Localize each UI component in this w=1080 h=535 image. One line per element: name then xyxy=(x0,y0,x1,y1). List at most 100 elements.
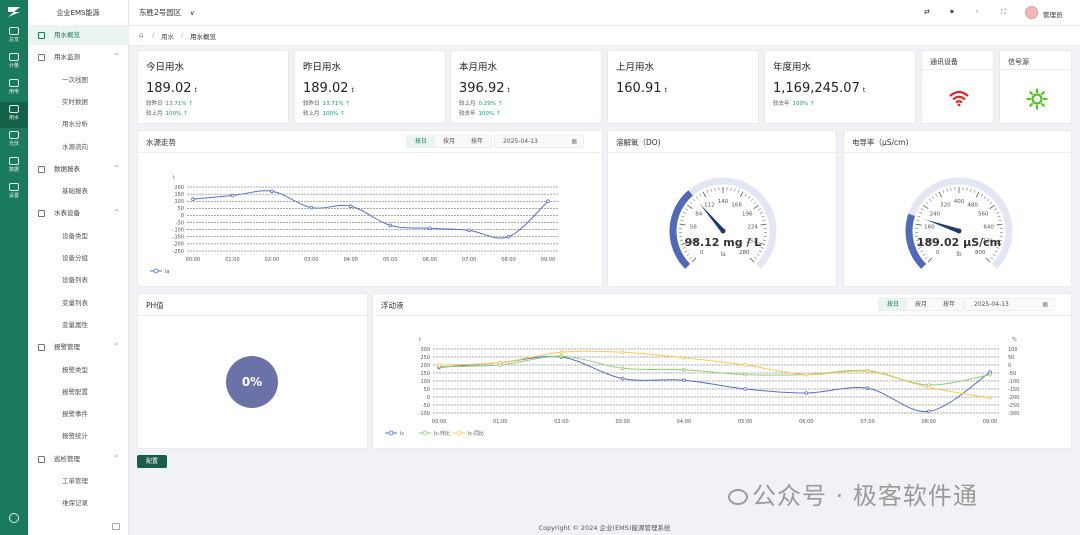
rail-item-2[interactable]: 用电 xyxy=(0,76,28,102)
sidebar-group-0[interactable]: 用水概览 xyxy=(28,25,129,45)
stat-value-row: 189.02 t xyxy=(303,81,354,96)
gauge-tick xyxy=(762,219,766,222)
app-logo[interactable] xyxy=(6,5,22,19)
tab-year[interactable]: 按年 xyxy=(935,299,964,310)
notification-icon[interactable]: ◦ xyxy=(975,8,980,16)
sidebar-group-14[interactable]: 报警管理 ^ xyxy=(28,337,129,357)
gauge-tick xyxy=(756,253,760,256)
theme-icon[interactable]: ✷ xyxy=(949,8,955,16)
water-trend-title: 水源走势 xyxy=(146,138,176,147)
gauge-tick xyxy=(966,187,968,191)
gauge-value: 98.12 mg / L xyxy=(685,236,762,249)
sidebar-item-10[interactable]: 设备分组 xyxy=(28,248,129,268)
compare-label: 较去年 xyxy=(459,111,476,117)
stat-value-row: 189.02 t xyxy=(146,81,197,96)
home-icon[interactable]: ⌂ xyxy=(139,31,144,39)
comm-device-card[interactable]: 通讯设备 xyxy=(921,50,995,124)
legend-label[interactable]: lc-环比 xyxy=(434,430,450,437)
config-button[interactable]: 配置 xyxy=(137,455,167,468)
float-date-picker[interactable]: 2025-04-13 ▦ xyxy=(965,298,1055,311)
sidebar-item-12[interactable]: 变量列表 xyxy=(28,293,129,313)
rail-item-4[interactable]: 光伏 xyxy=(0,128,28,154)
tab-month[interactable]: 按月 xyxy=(435,136,464,147)
rail-item-0[interactable]: 总览 xyxy=(0,24,28,50)
sidebar-item-2[interactable]: 一次线图 xyxy=(28,70,129,90)
tab-day[interactable]: 按日 xyxy=(407,136,436,147)
rail-item-6[interactable]: 设置 xyxy=(0,180,28,206)
compare-label: 较上月 xyxy=(459,101,476,107)
gauge-tick xyxy=(980,193,983,197)
sidebar-item-7[interactable]: 基础报表 xyxy=(28,181,129,201)
sidebar-item-15[interactable]: 报警类型 xyxy=(28,360,129,380)
legend-label[interactable]: lc-同比 xyxy=(468,430,484,437)
translate-icon[interactable]: ⇄ xyxy=(924,8,930,16)
water-trend-panel: 水源走势 按日 按月 按年 2025-04-13 ▦ t 200 150 100 50 0… xyxy=(137,130,604,287)
stat-title: 年度用水 xyxy=(773,62,812,73)
gauge-series-label: lb xyxy=(956,251,962,258)
sidebar-item-16[interactable]: 报警配置 xyxy=(28,382,129,402)
breadcrumb-separator: / xyxy=(152,31,155,39)
sidebar-label: 数据报表 xyxy=(54,164,80,173)
chevron-up-icon: ^ xyxy=(113,343,119,351)
stat-unit: t xyxy=(507,87,510,94)
collapse-sidebar-icon[interactable] xyxy=(112,523,120,530)
user-profile-icon[interactable] xyxy=(9,513,19,523)
tab-month[interactable]: 按月 xyxy=(907,299,936,310)
sidebar-item-20[interactable]: 工单管理 xyxy=(28,471,129,491)
data-point xyxy=(988,372,992,377)
sidebar-item-4[interactable]: 用水分析 xyxy=(28,114,129,134)
stat-value-row: 1,169,245.07 t xyxy=(773,81,865,96)
rail-item-3[interactable]: 用水 xyxy=(0,102,28,128)
user-name[interactable]: 管理员 xyxy=(1043,11,1063,19)
legend-label[interactable]: la xyxy=(165,269,169,275)
sidebar-item-3[interactable]: 实时数据 xyxy=(28,92,129,112)
gauge-tick xyxy=(996,247,1000,249)
arrow-up-icon: ↑ xyxy=(183,111,188,117)
gauge-tick xyxy=(762,239,766,241)
tab-year[interactable]: 按年 xyxy=(463,136,492,147)
calendar-icon: ▦ xyxy=(571,138,577,145)
data-point xyxy=(743,387,747,391)
location-selector[interactable]: 东胜2号园区 ∨ xyxy=(139,7,195,18)
gauge-tick xyxy=(935,193,938,197)
gauge-tick xyxy=(915,223,922,226)
sidebar-group-6[interactable]: 数据报表 ^ xyxy=(28,159,129,179)
sidebar-item-5[interactable]: 水源流向 xyxy=(28,137,129,157)
stat-compare: 较去年 100% ↑ xyxy=(459,109,501,117)
sidebar-group-1[interactable]: 用水监测 ^ xyxy=(28,47,129,67)
stat-value: 396.92 xyxy=(459,81,505,96)
sidebar-item-9[interactable]: 设备类型 xyxy=(28,226,129,246)
sidebar-item-18[interactable]: 报警统计 xyxy=(28,426,129,446)
breadcrumb-item[interactable]: 用水 xyxy=(161,33,174,41)
y-tick-label: 50 xyxy=(424,387,430,393)
report-icon xyxy=(38,165,45,173)
sidebar: 企业EMS能源 用水概览 用水监测 ^ 一次线图 实时数据 用水分析 水源流向 数据报表 ^ 基础… xyxy=(28,0,129,535)
avatar[interactable] xyxy=(1025,6,1038,19)
legend-label[interactable]: lc xyxy=(400,431,404,437)
sidebar-item-11[interactable]: 设备列表 xyxy=(28,270,129,290)
rail-label: 用水 xyxy=(8,115,19,121)
rail-label: 设置 xyxy=(8,193,19,199)
x-tick-label: 03:00 xyxy=(615,419,629,425)
gauge-tick xyxy=(679,223,686,226)
conductivity-gauge-title: 电导率（μS/cm) xyxy=(852,138,909,147)
sidebar-group-8[interactable]: 水表设备 ^ xyxy=(28,203,129,223)
signal-source-card[interactable]: 信号源 xyxy=(999,50,1073,124)
y2-tick-label: -50 xyxy=(1008,371,1016,377)
data-point xyxy=(348,204,353,208)
gauge-tick xyxy=(950,187,952,191)
trend-date-picker[interactable]: 2025-04-13 ▦ xyxy=(494,135,584,148)
arrow-up-icon: ↑ xyxy=(498,101,503,107)
tab-day[interactable]: 按日 xyxy=(879,299,908,310)
sidebar-item-21[interactable]: 维保记录 xyxy=(28,493,129,513)
rail-item-5[interactable]: 数据 xyxy=(0,154,28,180)
sidebar-item-17[interactable]: 报警事件 xyxy=(28,404,129,424)
gauge-tick xyxy=(995,242,1001,245)
sidebar-item-13[interactable]: 变量属性 xyxy=(28,315,129,335)
stat-title: 本月用水 xyxy=(459,62,498,73)
rail-item-1[interactable]: 计量 xyxy=(0,50,28,76)
sidebar-group-19[interactable]: 巡检管理 ^ xyxy=(28,449,129,469)
gauge-tick xyxy=(681,215,685,218)
fullscreen-icon[interactable]: ⛶ xyxy=(1001,8,1006,16)
gauge-tick xyxy=(946,188,948,192)
